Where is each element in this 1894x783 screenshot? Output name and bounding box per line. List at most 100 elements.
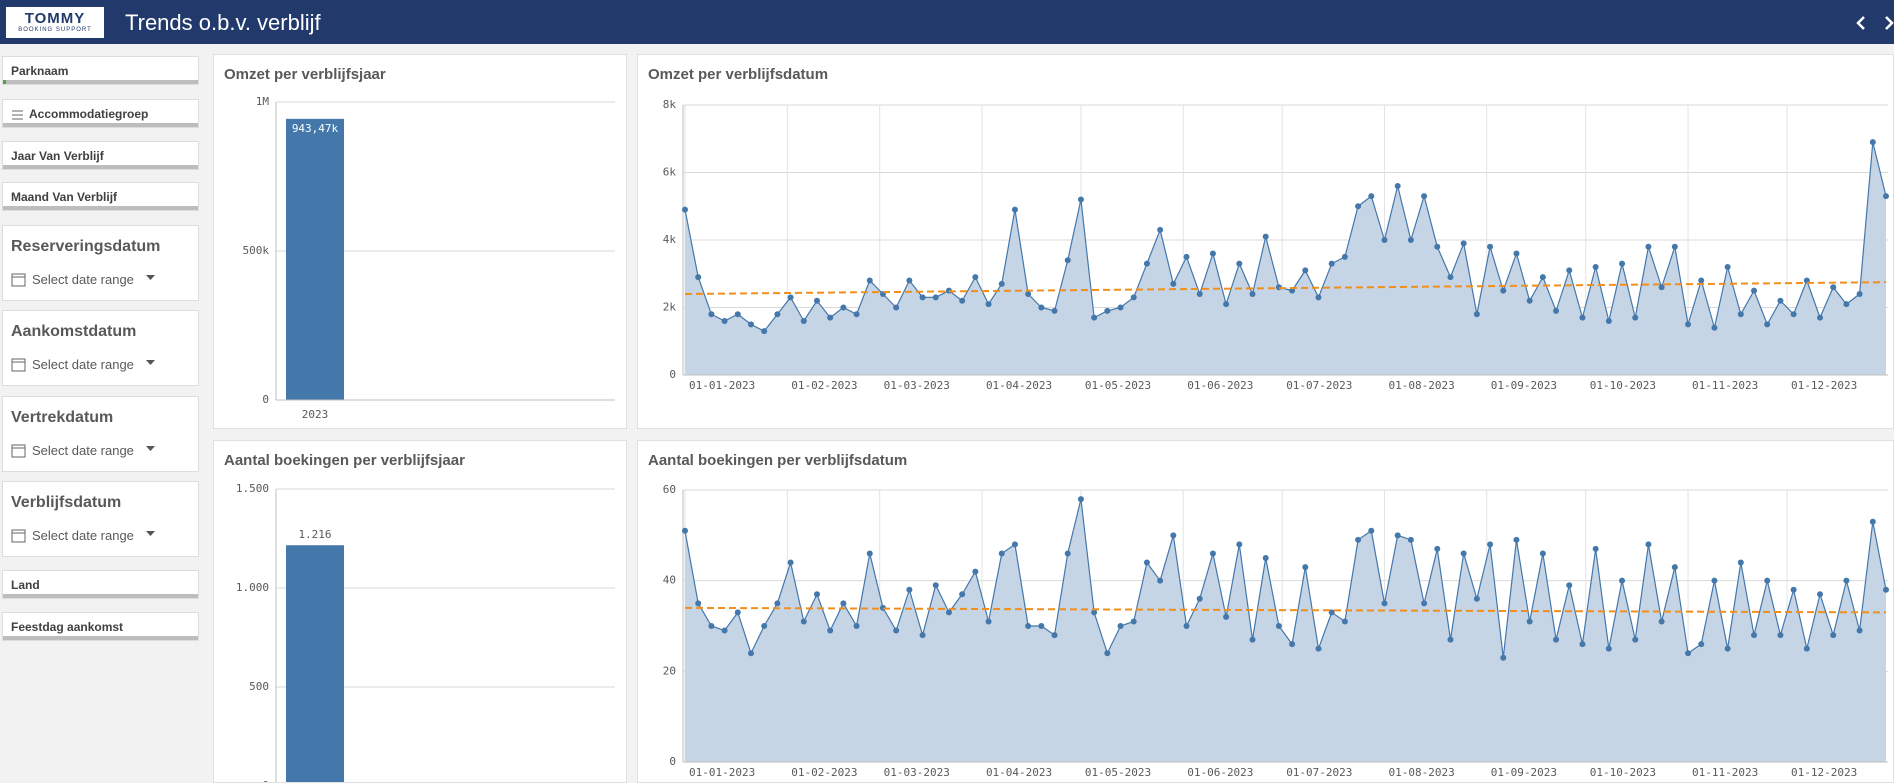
x-tick-label: 01-09-2023 [1491, 379, 1557, 392]
point [1117, 304, 1124, 311]
point [1487, 243, 1494, 250]
icon-frame [11, 529, 26, 543]
point [1196, 291, 1203, 297]
filter[interactable]: Feestdag aankomst [2, 612, 199, 641]
point [1856, 627, 1863, 634]
point [1500, 287, 1507, 294]
point [1447, 636, 1454, 643]
point [1157, 226, 1164, 233]
point [853, 623, 860, 629]
x-tick-label: 01-02-2023 [791, 379, 857, 392]
trend-line [684, 281, 1887, 295]
point [1381, 600, 1388, 607]
point [1751, 287, 1758, 294]
point [1249, 636, 1256, 643]
bar [286, 118, 344, 400]
point [827, 627, 834, 634]
chart-panel: Omzet per verblijfsjaar 0 500k 1M 943,47k 202… [213, 54, 627, 429]
point [1566, 267, 1573, 274]
x-tick-label: 01-10-2023 [1590, 766, 1656, 779]
point [1553, 307, 1560, 314]
point [919, 294, 926, 301]
point [1843, 301, 1850, 308]
x-tick-label: 01-11-2023 [1692, 766, 1758, 779]
date-filter[interactable]: Reserveringsdatum Select date range [2, 225, 199, 301]
point [800, 618, 807, 625]
chart-panel: Omzet per verblijfsdatum 0 2k 4k 6k 8k 01-01-2… [637, 54, 1894, 429]
y-tick-label: 0 [669, 368, 676, 381]
y-tick-label: 1.500 [236, 482, 269, 495]
y-tick-label: 20 [663, 664, 676, 677]
x-tick-label: 01-05-2023 [1085, 379, 1151, 392]
x-tick-label: 01-06-2023 [1187, 766, 1253, 779]
x-tick-label: 01-06-2023 [1187, 379, 1253, 392]
point [734, 609, 741, 616]
point [1025, 291, 1032, 297]
x-tick-label: 2023 [302, 408, 329, 421]
point [1157, 577, 1164, 584]
point [1830, 284, 1837, 291]
area [685, 142, 1886, 375]
date-filter[interactable]: Vertrekdatum Select date range [2, 396, 199, 472]
navigation [1856, 16, 1894, 30]
point [985, 301, 992, 308]
x-tick-label: 01-09-2023 [1491, 766, 1557, 779]
filter-label: Land [11, 578, 40, 592]
point [1289, 287, 1296, 294]
y-tick-label: 60 [663, 483, 676, 496]
filter-bar [3, 594, 198, 598]
point [1724, 645, 1731, 652]
point [1803, 645, 1810, 652]
point [1473, 311, 1480, 318]
y-tick-label: 0 [669, 755, 676, 768]
point [1764, 321, 1771, 328]
point [1064, 257, 1071, 264]
point [1223, 613, 1230, 620]
filter[interactable]: Jaar Van Verblijf [2, 141, 199, 170]
point [787, 559, 794, 566]
filter-bar [3, 636, 198, 640]
point [1724, 264, 1731, 270]
point [682, 527, 688, 534]
point [893, 627, 900, 634]
point [919, 632, 926, 639]
point [945, 609, 952, 616]
filter[interactable]: Parknaam [2, 56, 199, 85]
filter[interactable]: Maand Van Verblijf [2, 182, 199, 211]
trend-line [684, 606, 1887, 614]
point [1632, 314, 1639, 321]
prev-button[interactable] [1856, 16, 1865, 30]
filter[interactable]: Accommodatiegroep [2, 99, 199, 128]
next-button[interactable] [1885, 16, 1894, 30]
point [959, 297, 966, 304]
x-tick-label: 01-10-2023 [1590, 379, 1656, 392]
header: TOMMY BOOKING SUPPORT Trends o.b.v. verb… [0, 0, 1894, 44]
point [1117, 623, 1124, 629]
point [1473, 595, 1480, 602]
chart-title: Omzet per verblijfsjaar [224, 66, 386, 83]
point [1407, 237, 1414, 243]
date-placeholder: Select date range [32, 272, 134, 287]
point [1751, 632, 1758, 639]
point [1566, 582, 1573, 589]
point [1368, 527, 1375, 534]
chart-title: Aantal boekingen per verblijfsjaar [224, 452, 465, 469]
point [1645, 541, 1652, 548]
date-filter[interactable]: Verblijfsdatum Select date range [2, 481, 199, 557]
point [1698, 277, 1705, 284]
point [1209, 250, 1216, 257]
point [1579, 314, 1586, 321]
chart-panel: Aantal boekingen per verblijfsdatum 0 20 40… [637, 440, 1894, 783]
point [1328, 260, 1335, 267]
point [1091, 314, 1098, 321]
point [972, 274, 979, 281]
line [684, 498, 1887, 658]
point [1526, 618, 1533, 625]
date-filter[interactable]: Aankomstdatum Select date range [2, 310, 199, 386]
filter[interactable]: Land [2, 570, 199, 599]
icon-frame [11, 358, 26, 372]
point [932, 294, 939, 301]
point [1658, 284, 1665, 291]
point [1183, 253, 1190, 260]
list-icon [12, 110, 23, 120]
